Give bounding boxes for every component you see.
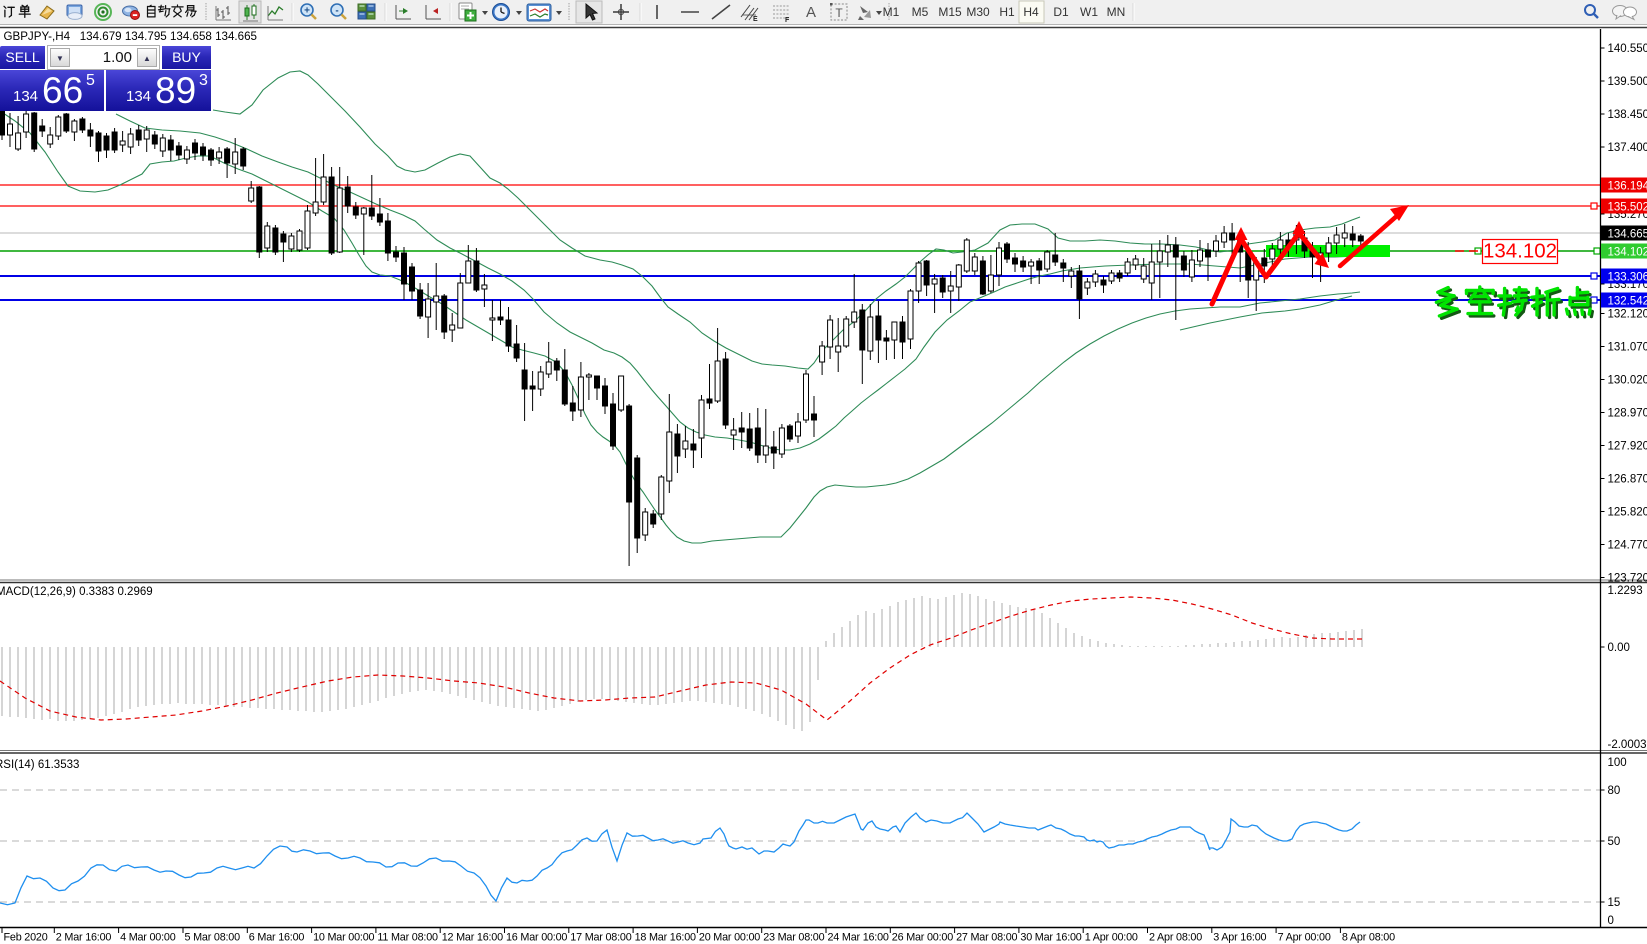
svg-text:M30: M30 [966, 5, 990, 19]
svg-text:137.400: 137.400 [1608, 142, 1647, 154]
svg-text:134.102: 134.102 [1608, 247, 1647, 259]
svg-text:140.550: 140.550 [1608, 43, 1647, 55]
svg-text:126.870: 126.870 [1608, 474, 1647, 486]
svg-text:10 Mar 00:00: 10 Mar 00:00 [313, 932, 374, 944]
svg-text:100: 100 [1608, 757, 1627, 769]
svg-text:-: - [335, 6, 338, 17]
svg-text:RSI(14) 61.3533: RSI(14) 61.3533 [0, 759, 79, 771]
svg-text:24 Mar 16:00: 24 Mar 16:00 [828, 932, 889, 944]
svg-text:15: 15 [1608, 897, 1621, 909]
svg-text:16 Mar 00:00: 16 Mar 00:00 [506, 932, 567, 944]
svg-text:12 Mar 16:00: 12 Mar 16:00 [442, 932, 503, 944]
svg-text:23 Mar 08:00: 23 Mar 08:00 [763, 932, 824, 944]
svg-text:A: A [806, 4, 816, 21]
svg-text:131.070: 131.070 [1608, 342, 1647, 354]
svg-text:134.665: 134.665 [1608, 229, 1647, 241]
svg-text:M15: M15 [938, 5, 962, 19]
svg-text:0.00: 0.00 [1608, 642, 1630, 654]
svg-text:136.194: 136.194 [1608, 181, 1647, 193]
svg-text:H4: H4 [1023, 5, 1039, 19]
svg-text:-2.0003: -2.0003 [1608, 739, 1647, 751]
svg-text:139.500: 139.500 [1608, 76, 1647, 88]
svg-text:3 Apr 16:00: 3 Apr 16:00 [1213, 932, 1266, 944]
svg-text:2 Mar 16:00: 2 Mar 16:00 [56, 932, 112, 944]
svg-text:132.542: 132.542 [1608, 296, 1647, 308]
svg-text:T: T [835, 6, 843, 20]
svg-text:127.920: 127.920 [1608, 441, 1647, 453]
svg-text:17 Mar 08:00: 17 Mar 08:00 [570, 932, 631, 944]
svg-text:. GBPJPY-,H4 134.679 134.795: . GBPJPY-,H4 134.679 134.795 134.658 134… [0, 30, 257, 43]
svg-text:132.120: 132.120 [1608, 309, 1647, 321]
svg-text:26 Mar 00:00: 26 Mar 00:00 [892, 932, 953, 944]
svg-text:135.502: 135.502 [1608, 202, 1647, 214]
svg-text:1.2293: 1.2293 [1608, 585, 1643, 597]
svg-text:133.306: 133.306 [1608, 272, 1647, 284]
svg-text:MN: MN [1107, 5, 1126, 19]
svg-text:11 Mar 08:00: 11 Mar 08:00 [377, 932, 438, 944]
svg-text:W1: W1 [1080, 5, 1098, 19]
svg-text:H1: H1 [999, 5, 1015, 19]
svg-text:7 Apr 00:00: 7 Apr 00:00 [1278, 932, 1331, 944]
svg-text:128.970: 128.970 [1608, 408, 1647, 420]
svg-text:+: + [304, 6, 310, 17]
svg-text:18 Mar 16:00: 18 Mar 16:00 [635, 932, 696, 944]
svg-text:M5: M5 [912, 5, 929, 19]
svg-text:27 Mar 08:00: 27 Mar 08:00 [956, 932, 1017, 944]
svg-text:D1: D1 [1053, 5, 1069, 19]
svg-text:MACD(12,26,9) 0.3383 0.2969: MACD(12,26,9) 0.3383 0.2969 [0, 586, 153, 598]
svg-text:30 Mar 16:00: 30 Mar 16:00 [1020, 932, 1081, 944]
svg-text:F: F [785, 17, 790, 24]
svg-text:138.450: 138.450 [1608, 109, 1647, 121]
svg-text:50: 50 [1608, 836, 1621, 848]
svg-text:1 Apr 00:00: 1 Apr 00:00 [1085, 932, 1138, 944]
svg-text:5 Mar 08:00: 5 Mar 08:00 [185, 932, 241, 944]
svg-text:0: 0 [1608, 915, 1614, 927]
svg-text:M1: M1 [883, 5, 900, 19]
svg-text:124.770: 124.770 [1608, 540, 1647, 552]
svg-text:2 Apr 08:00: 2 Apr 08:00 [1149, 932, 1202, 944]
svg-text:134.102: 134.102 [1483, 240, 1557, 263]
svg-text:130.020: 130.020 [1608, 375, 1647, 387]
svg-text:123.720: 123.720 [1608, 573, 1647, 585]
svg-text:8 Apr 08:00: 8 Apr 08:00 [1342, 932, 1395, 944]
svg-text:E: E [753, 16, 758, 23]
svg-text:Feb 2020: Feb 2020 [4, 932, 48, 944]
svg-text:6 Mar 16:00: 6 Mar 16:00 [249, 932, 305, 944]
svg-text:4 Mar 00:00: 4 Mar 00:00 [120, 932, 176, 944]
svg-text:20 Mar 00:00: 20 Mar 00:00 [699, 932, 760, 944]
svg-text:125.820: 125.820 [1608, 507, 1647, 519]
svg-text:80: 80 [1608, 785, 1621, 797]
